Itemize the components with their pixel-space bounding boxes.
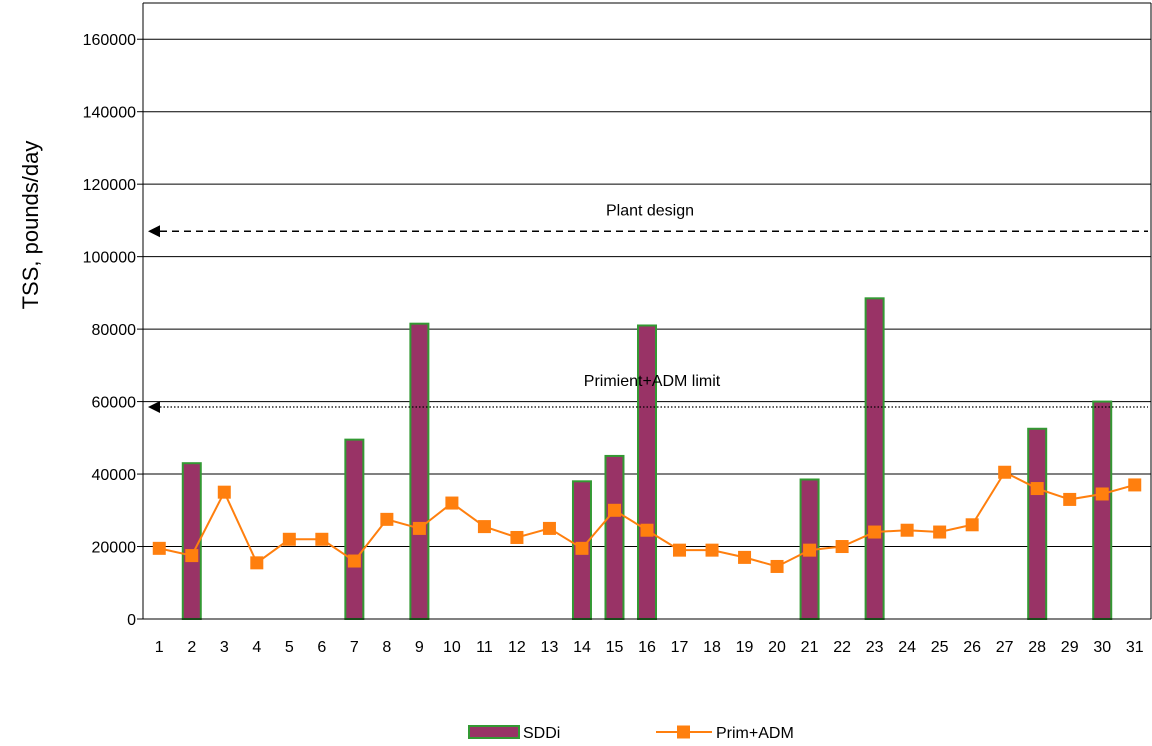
x-tick-label: 2 [187,639,196,656]
prim-adm-marker [900,523,914,537]
x-tick-label: 19 [736,639,754,656]
prim-adm-marker [347,554,361,568]
y-tick-label: 100000 [83,250,136,267]
prim-adm-marker [185,549,199,563]
x-tick-label: 3 [220,639,229,656]
prim-adm-marker [998,465,1012,479]
y-axis-title: TSS, pounds/day [18,141,43,310]
x-tick-label: 29 [1061,639,1079,656]
reference-line-label: Plant design [606,202,694,219]
sddi-bar [604,454,625,620]
prim-adm-series [152,465,1142,573]
legend-swatch-marker [677,725,690,739]
prim-adm-marker [477,520,491,534]
x-tick-label: 15 [606,639,624,656]
x-tick-label: 6 [317,639,326,656]
prim-adm-marker [315,532,329,546]
prim-adm-marker [673,543,687,557]
x-tick-label: 28 [1028,639,1046,656]
prim-adm-marker [575,541,589,555]
sddi-bar [409,322,430,620]
prim-adm-marker [640,523,654,537]
x-tick-label: 11 [476,639,493,656]
axes [142,2,1152,620]
sddi-bar [344,438,365,620]
reference-line-label: Primient+ADM limit [584,373,721,390]
x-tick-label: 7 [350,639,359,656]
x-tick-label: 22 [833,639,851,656]
x-tick-label: 18 [703,639,721,656]
y-tick-label: 140000 [83,105,136,122]
reference-lines: Plant design Primient+ADM limit [148,202,1148,414]
legend-swatch-sddi [468,725,520,739]
x-tick-label: 4 [252,639,261,656]
x-tick-label: 25 [931,639,949,656]
x-tick-label: 16 [638,639,656,656]
prim-adm-marker [835,540,849,554]
x-tick-label: 30 [1093,639,1111,656]
sddi-bar [637,324,657,620]
x-tick-label: 9 [415,639,424,656]
y-tick-label: 60000 [92,395,137,412]
y-tick-label: 0 [127,612,136,629]
x-tick-labels: 1 2 3 4 5 6 7 8 9 10 11 12 13 14 15 16 17 18 19 20 21 22 23 24 2… [155,639,1144,656]
prim-adm-marker [412,521,426,535]
x-tick-label: 31 [1126,639,1144,656]
prim-adm-marker [1063,492,1077,506]
prim-adm-marker [1128,478,1142,492]
y-tick-label: 160000 [83,32,136,49]
x-tick-label: 20 [768,639,786,656]
sddi-bar [181,462,202,620]
prim-adm-marker [217,485,231,499]
prim-adm-marker [965,518,979,532]
prim-adm-marker [770,559,784,573]
sddi-bar [1027,427,1048,620]
sddi-bars [181,297,1113,620]
prim-adm-marker [1095,487,1109,501]
y-tick-label: 40000 [92,467,137,484]
sddi-bar [864,297,885,620]
x-tick-label: 23 [866,639,884,656]
sddi-bar [1092,400,1113,620]
x-tick-label: 21 [801,639,819,656]
x-tick-label: 10 [443,639,461,656]
y-tick-label: 120000 [83,177,136,194]
prim-adm-marker [1030,482,1044,496]
prim-adm-marker [933,525,947,539]
prim-adm-marker [705,543,719,557]
prim-adm-marker [380,512,394,526]
left-arrowhead [148,401,160,414]
y-tick-labels: 0 20000 40000 60000 80000 100000 120000 140000 1… [83,32,136,629]
x-tick-label: 5 [285,639,294,656]
y-tick-label: 20000 [92,540,137,557]
x-tick-label: 17 [671,639,689,656]
x-tick-label: 13 [541,639,559,656]
prim-adm-marker [152,541,166,555]
prim-adm-marker [607,503,621,517]
legend-label-sddi: SDDi [523,725,560,742]
prim-adm-marker [510,530,524,544]
legend-label-prim-adm: Prim+ADM [716,725,794,742]
prim-adm-marker [803,543,817,557]
x-tick-label: 12 [508,639,526,656]
prim-adm-marker [445,496,459,510]
x-tick-label: 1 [155,639,164,656]
x-tick-label: 26 [963,639,981,656]
x-tick-label: 8 [382,639,391,656]
y-tick-label: 80000 [92,322,137,339]
x-tick-label: 24 [898,639,916,656]
prim-adm-marker [542,521,556,535]
x-tick-label: 27 [996,639,1014,656]
left-arrowhead [148,225,160,238]
legend: SDDi Prim+ADM [468,725,794,742]
prim-adm-marker [738,550,752,564]
prim-adm-marker [868,525,882,539]
x-tick-label: 14 [573,639,591,656]
prim-adm-marker [250,556,264,570]
prim-adm-marker [282,532,296,546]
